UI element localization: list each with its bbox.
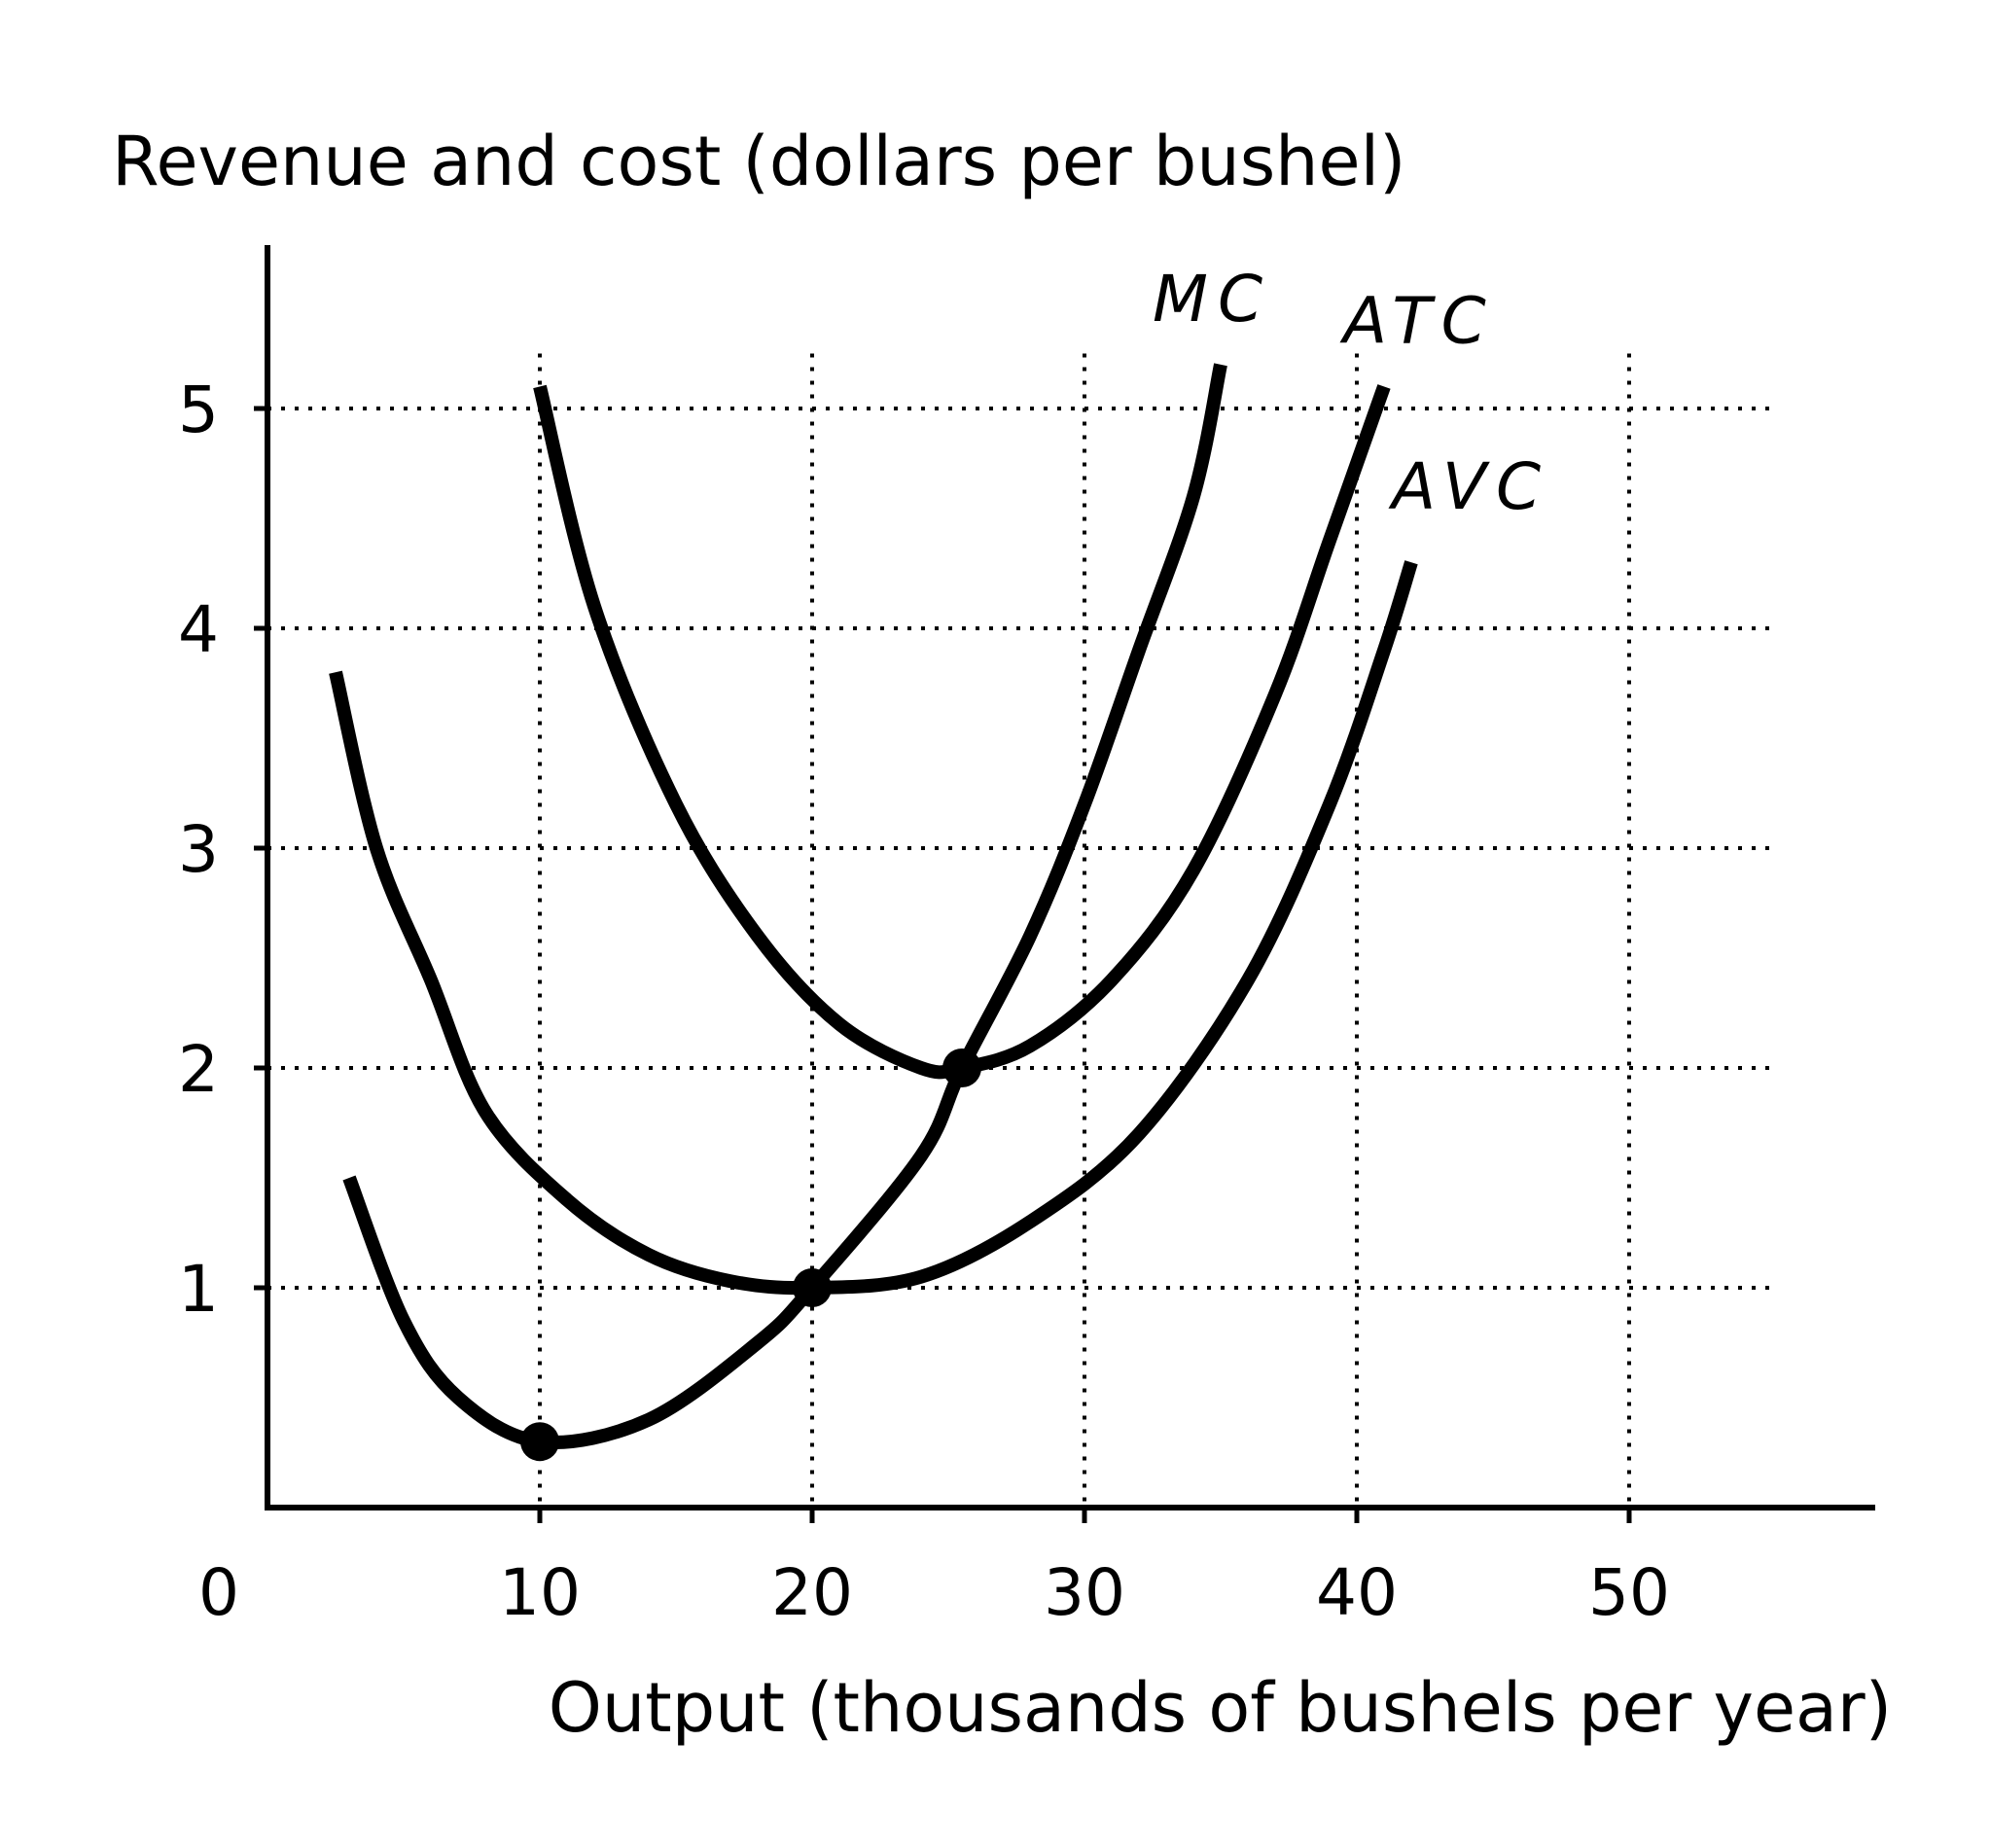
axes	[265, 245, 1875, 1510]
x-axis-title: Output (thousands of bushels per year)	[549, 1668, 1892, 1748]
tick-marks	[254, 406, 1632, 1523]
curves	[329, 363, 1418, 1449]
intersection-point	[942, 1048, 981, 1087]
origin-label: 0	[198, 1555, 239, 1630]
y-tick-label-4: 4	[178, 592, 219, 667]
labels: Revenue and cost (dollars per bushel) Ou…	[112, 122, 1892, 1748]
avc-curve	[329, 560, 1418, 1296]
y-tick-label-3: 3	[178, 812, 219, 887]
grid	[267, 353, 1779, 1508]
mc-curve	[342, 363, 1227, 1449]
avc-label: AVC	[1388, 449, 1550, 524]
y-axis-title: Revenue and cost (dollars per bushel)	[112, 122, 1405, 201]
y-tick-label-5: 5	[178, 373, 219, 447]
x-tick-label-10: 10	[499, 1555, 581, 1630]
x-tick-label-20: 20	[771, 1555, 853, 1630]
intersection-point	[793, 1268, 832, 1307]
x-tick-label-50: 50	[1588, 1555, 1670, 1630]
mc-label: MC	[1153, 262, 1272, 337]
y-tick-label-1: 1	[178, 1252, 219, 1327]
y-tick-label-2: 2	[178, 1032, 219, 1107]
intersection-markers	[520, 1048, 981, 1462]
x-tick-label-40: 40	[1316, 1555, 1398, 1630]
x-tick-label-30: 30	[1044, 1555, 1125, 1630]
atc-label: ATC	[1339, 283, 1496, 358]
intersection-point	[520, 1422, 559, 1462]
